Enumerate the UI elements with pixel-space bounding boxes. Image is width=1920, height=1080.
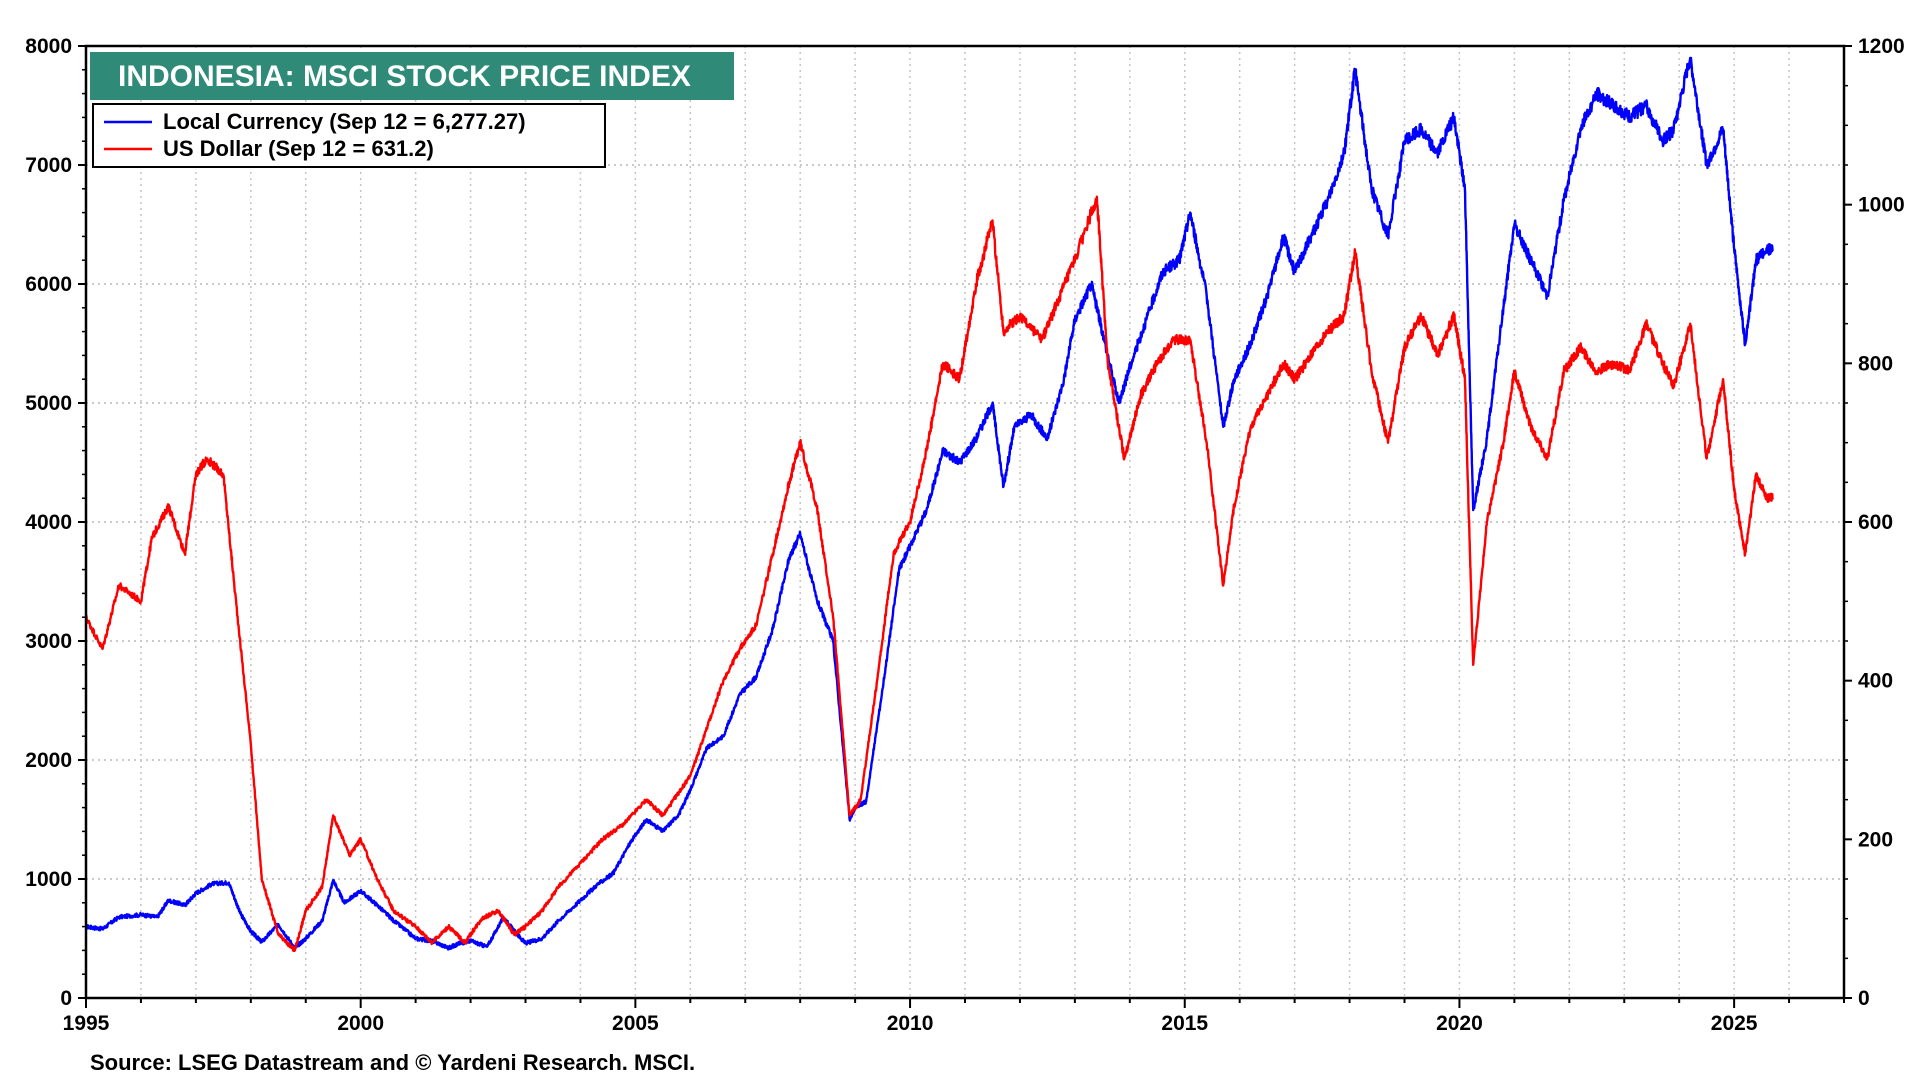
left-tick-label: 7000 bbox=[25, 154, 72, 177]
left-tick-label: 0 bbox=[60, 987, 72, 1010]
left-tick-label: 6000 bbox=[25, 273, 72, 296]
right-tick-label: 600 bbox=[1858, 511, 1893, 534]
left-tick-label: 8000 bbox=[25, 35, 72, 58]
series-lines bbox=[84, 56, 1774, 953]
right-tick-label: 200 bbox=[1858, 828, 1893, 851]
gridlines bbox=[86, 46, 1844, 998]
left-tick-label: 5000 bbox=[25, 392, 72, 415]
left-tick-label: 3000 bbox=[25, 630, 72, 653]
right-tick-label: 800 bbox=[1858, 352, 1893, 375]
x-tick-label: 2005 bbox=[612, 1012, 659, 1035]
title-background bbox=[90, 52, 734, 100]
legend-label-local-currency: Local Currency (Sep 12 = 6,277.27) bbox=[163, 109, 526, 134]
axes: 0 1000 2000 3000 4000 5000 6000 7000 8000 0 200 400… bbox=[25, 35, 1904, 1035]
x-tick-label: 2000 bbox=[337, 1012, 384, 1035]
left-tick-label: 1000 bbox=[25, 868, 72, 891]
x-tick-label: 2020 bbox=[1436, 1012, 1483, 1035]
x-tick-label: 2015 bbox=[1161, 1012, 1208, 1035]
chart-title-box: INDONESIA: MSCI STOCK PRICE INDEX bbox=[90, 52, 734, 100]
x-tick-label: 1995 bbox=[63, 1012, 110, 1035]
x-tick-label: 2010 bbox=[887, 1012, 934, 1035]
right-tick-label: 0 bbox=[1858, 987, 1870, 1010]
series-line-us-dollar bbox=[84, 195, 1774, 953]
right-tick-label: 1000 bbox=[1858, 194, 1905, 217]
chart-title: INDONESIA: MSCI STOCK PRICE INDEX bbox=[118, 60, 691, 93]
legend: Local Currency (Sep 12 = 6,277.27) US Do… bbox=[92, 103, 606, 168]
series-line-local-currency bbox=[84, 56, 1774, 951]
source-note: Source: LSEG Datastream and © Yardeni Re… bbox=[90, 1050, 695, 1075]
left-tick-label: 2000 bbox=[25, 749, 72, 772]
left-tick-label: 4000 bbox=[25, 511, 72, 534]
right-tick-label: 400 bbox=[1858, 670, 1893, 693]
right-tick-label: 1200 bbox=[1858, 35, 1905, 58]
x-tick-label: 2025 bbox=[1711, 1012, 1758, 1035]
legend-label-us-dollar: US Dollar (Sep 12 = 631.2) bbox=[163, 136, 434, 161]
legend-frame bbox=[92, 103, 606, 168]
